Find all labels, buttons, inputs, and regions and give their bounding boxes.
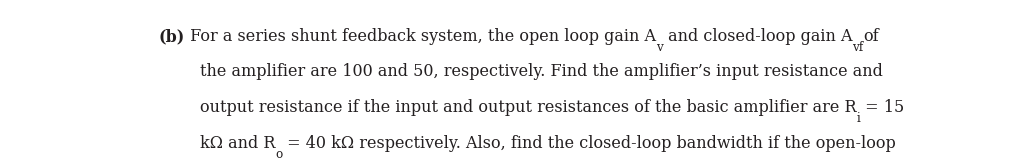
Text: output resistance if the input and output resistances of the basic amplifier are: output resistance if the input and outpu… [200, 99, 856, 116]
Text: of: of [863, 28, 879, 45]
Text: the amplifier are 100 and 50, respectively. Find the amplifier’s input resistanc: the amplifier are 100 and 50, respective… [200, 63, 883, 80]
Text: vf: vf [852, 41, 863, 54]
Text: For a series shunt feedback system, the open loop gain A: For a series shunt feedback system, the … [185, 28, 656, 45]
Text: i: i [856, 112, 860, 125]
Text: and closed-loop gain A: and closed-loop gain A [663, 28, 852, 45]
Text: kΩ and R: kΩ and R [200, 135, 275, 152]
Text: = 15: = 15 [860, 99, 904, 116]
Text: = 40 kΩ respectively. Also, find the closed-loop bandwidth if the open-loop: = 40 kΩ respectively. Also, find the clo… [283, 135, 896, 152]
Text: v: v [656, 41, 663, 54]
Text: (b): (b) [159, 28, 185, 45]
Text: o: o [275, 148, 283, 161]
